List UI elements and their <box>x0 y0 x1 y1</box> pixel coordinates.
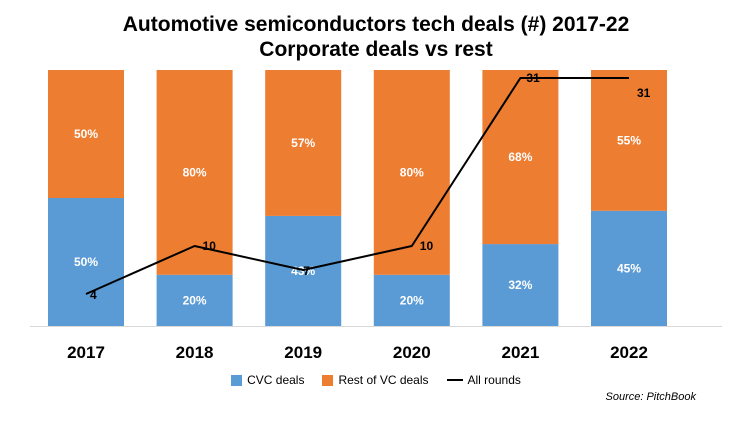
legend-label-rest: Rest of VC deals <box>338 373 429 387</box>
label-rest-2018: 80% <box>183 165 207 179</box>
label-cvc-2022: 45% <box>617 261 641 275</box>
chart-title: Automotive semiconductors tech deals (#)… <box>122 13 630 36</box>
legend-item-rest: Rest of VC deals <box>322 373 429 387</box>
label-rest-2021: 68% <box>508 150 532 164</box>
line-all-rounds <box>85 77 629 295</box>
bar-rest-2019 <box>265 70 342 216</box>
source-note: Source: PitchBook <box>605 391 697 403</box>
chart-subtitle: Corporate deals vs rest <box>259 38 493 61</box>
label-all-rounds-2018: 10 <box>203 239 217 253</box>
legend-swatch-rest <box>322 374 334 386</box>
label-rest-2020: 80% <box>400 165 424 179</box>
x-tick-label-2022: 2022 <box>610 343 648 362</box>
legend-swatch-all-rounds <box>446 379 463 381</box>
label-rest-2019: 57% <box>291 136 315 150</box>
bar-cvc-2020 <box>373 274 450 326</box>
bar-cvc-2022 <box>591 210 667 326</box>
bar-rest-2021 <box>482 70 559 245</box>
bar-rest-2017 <box>48 70 124 198</box>
label-all-rounds-2019: 7 <box>303 264 310 278</box>
bar-cvc-2018 <box>156 274 233 326</box>
x-tick-label-2018: 2018 <box>176 343 214 362</box>
bar-cvc-2021 <box>482 244 559 326</box>
label-all-rounds-2022: 31 <box>637 86 651 100</box>
x-tick-label-2019: 2019 <box>284 343 322 362</box>
x-tick-label-2017: 2017 <box>67 343 105 362</box>
label-rest-2017: 50% <box>74 127 98 141</box>
x-tick-label-2021: 2021 <box>501 343 539 362</box>
label-all-rounds-2021: 31 <box>526 71 540 85</box>
bar-rest-2020 <box>373 70 450 275</box>
bar-cvc-2017 <box>48 198 124 326</box>
chart-legend: CVC deals Rest of VC deals All rounds <box>0 373 752 387</box>
legend-swatch-cvc <box>231 374 243 386</box>
legend-label-cvc: CVC deals <box>247 373 305 387</box>
label-cvc-2018: 20% <box>183 293 207 307</box>
legend-item-cvc: CVC deals <box>231 373 304 387</box>
bar-rest-2018 <box>156 70 233 275</box>
label-rest-2022: 55% <box>617 133 641 147</box>
label-cvc-2017: 50% <box>74 255 98 269</box>
bar-rest-2022 <box>591 70 667 211</box>
chart-title-block: Automotive semiconductors tech deals (#)… <box>0 12 752 62</box>
label-all-rounds-2020: 10 <box>420 239 434 253</box>
legend-label-all-rounds: All rounds <box>467 373 521 387</box>
x-tick-label-2020: 2020 <box>393 343 431 362</box>
legend-item-all-rounds: All rounds <box>446 373 521 387</box>
label-cvc-2020: 20% <box>400 293 424 307</box>
label-cvc-2021: 32% <box>508 278 532 292</box>
label-all-rounds-2017: 4 <box>90 288 97 302</box>
